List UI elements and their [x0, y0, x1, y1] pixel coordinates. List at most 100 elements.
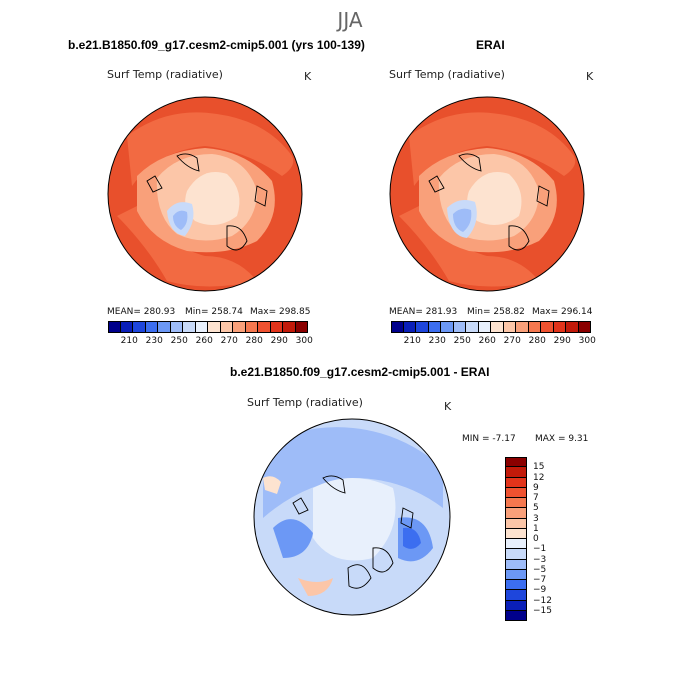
diff-colorbar: [505, 457, 527, 621]
model-colorbar-ticks: 210 230 250 260 270 280 290 300: [108, 336, 313, 348]
obs-case-title: ERAI: [476, 38, 505, 52]
colorbar-tick-label: 290: [553, 336, 571, 346]
obs-mean-stat: MEAN= 281.93: [389, 307, 458, 317]
colorbar-tick-label: 230: [428, 336, 446, 346]
colorbar-cell: [505, 457, 527, 468]
colorbar-cell: [208, 321, 221, 333]
obs-min-stat: Min= 258.82: [467, 307, 525, 317]
colorbar-cell: [505, 549, 527, 560]
colorbar-tick-label: 250: [453, 336, 471, 346]
model-variable-label: Surf Temp (radiative): [107, 68, 223, 81]
colorbar-cell: [516, 321, 529, 333]
colorbar-cell: [416, 321, 429, 333]
colorbar-cell: [270, 321, 283, 333]
diff-polar-map: [253, 418, 451, 616]
model-case-title: b.e21.B1850.f09_g17.cesm2-cmip5.001 (yrs…: [68, 38, 365, 52]
colorbar-cell: [108, 321, 121, 333]
colorbar-tick-label: 250: [170, 336, 188, 346]
colorbar-tick-label: 230: [145, 336, 163, 346]
model-mean-stat: MEAN= 280.93: [107, 307, 176, 317]
colorbar-tick-label: 12: [533, 472, 545, 483]
colorbar-tick-label: 300: [578, 336, 596, 346]
colorbar-cell: [541, 321, 554, 333]
colorbar-cell: [391, 321, 404, 333]
colorbar-cell: [120, 321, 133, 333]
colorbar-tick-label: 210: [403, 336, 421, 346]
colorbar-cell: [505, 569, 527, 580]
colorbar-cell: [491, 321, 504, 333]
colorbar-tick-label: −5: [533, 564, 547, 575]
diff-max-stat: MAX = 9.31: [535, 434, 589, 444]
colorbar-cell: [245, 321, 258, 333]
colorbar-cell: [505, 600, 527, 611]
diff-min-stat: MIN = -7.17: [462, 434, 516, 444]
colorbar-cell: [453, 321, 466, 333]
colorbar-cell: [170, 321, 183, 333]
model-polar-map: [107, 96, 303, 292]
colorbar-tick-label: 280: [528, 336, 546, 346]
colorbar-tick-label: −15: [533, 605, 552, 616]
colorbar-tick-label: 7: [533, 493, 539, 503]
obs-units-label: K: [586, 70, 594, 83]
colorbar-cell: [528, 321, 541, 333]
colorbar-tick-label: −3: [533, 554, 547, 565]
model-max-stat: Max= 298.85: [250, 307, 311, 317]
colorbar-cell: [505, 487, 527, 498]
coastlines: [428, 153, 550, 251]
colorbar-cell: [505, 580, 527, 591]
diff-variable-label: Surf Temp (radiative): [247, 396, 363, 409]
model-colorbar: [108, 321, 308, 333]
colorbar-tick-label: 300: [295, 336, 313, 346]
colorbar-cell: [505, 498, 527, 509]
colorbar-cell: [553, 321, 566, 333]
model-min-stat: Min= 258.74: [185, 307, 243, 317]
colorbar-tick-label: −7: [533, 575, 547, 585]
colorbar-tick-label: 0: [533, 534, 539, 544]
colorbar-cell: [258, 321, 271, 333]
colorbar-tick-label: −9: [533, 585, 547, 596]
colorbar-cell: [233, 321, 246, 333]
coastlines: [146, 153, 268, 251]
colorbar-tick-label: 3: [533, 513, 539, 524]
colorbar-cell: [195, 321, 208, 333]
diff-case-title: b.e21.B1850.f09_g17.cesm2-cmip5.001 - ER…: [230, 365, 490, 379]
colorbar-cell: [566, 321, 579, 333]
colorbar-tick-label: 270: [503, 336, 521, 346]
colorbar-cell: [505, 539, 527, 550]
obs-variable-label: Surf Temp (radiative): [389, 68, 505, 81]
colorbar-tick-label: 260: [478, 336, 496, 346]
colorbar-tick-label: 1: [533, 523, 539, 534]
colorbar-cell: [505, 518, 527, 529]
obs-colorbar-ticks: 210 230 250 260 270 280 290 300: [391, 336, 596, 348]
model-units-label: K: [304, 70, 312, 83]
colorbar-tick-label: 280: [245, 336, 263, 346]
colorbar-cell: [183, 321, 196, 333]
colorbar-cell: [441, 321, 454, 333]
colorbar-cell: [283, 321, 296, 333]
colorbar-cell: [505, 528, 527, 539]
colorbar-tick-label: −1: [533, 544, 547, 555]
colorbar-tick-label: −12: [533, 595, 552, 606]
colorbar-cell: [505, 477, 527, 488]
colorbar-tick-label: 15: [533, 462, 545, 473]
colorbar-cell: [505, 508, 527, 519]
colorbar-cell: [505, 559, 527, 570]
colorbar-cell: [505, 590, 527, 601]
obs-colorbar: [391, 321, 591, 333]
colorbar-tick-label: 210: [120, 336, 138, 346]
colorbar-cell: [145, 321, 158, 333]
colorbar-tick-label: 260: [195, 336, 213, 346]
colorbar-cell: [466, 321, 479, 333]
colorbar-tick-label: 290: [270, 336, 288, 346]
colorbar-tick-label: 9: [533, 482, 539, 493]
diff-colorbar-ticks: 15 12 9 7 5 3 1 0 −1 −3 −5 −7 −9 −12 −15: [533, 457, 573, 621]
obs-polar-map: [389, 96, 585, 292]
coastlines: [292, 475, 414, 589]
colorbar-cell: [428, 321, 441, 333]
colorbar-cell: [220, 321, 233, 333]
colorbar-cell: [133, 321, 146, 333]
colorbar-cell: [505, 467, 527, 478]
obs-max-stat: Max= 296.14: [532, 307, 593, 317]
colorbar-cell: [478, 321, 491, 333]
